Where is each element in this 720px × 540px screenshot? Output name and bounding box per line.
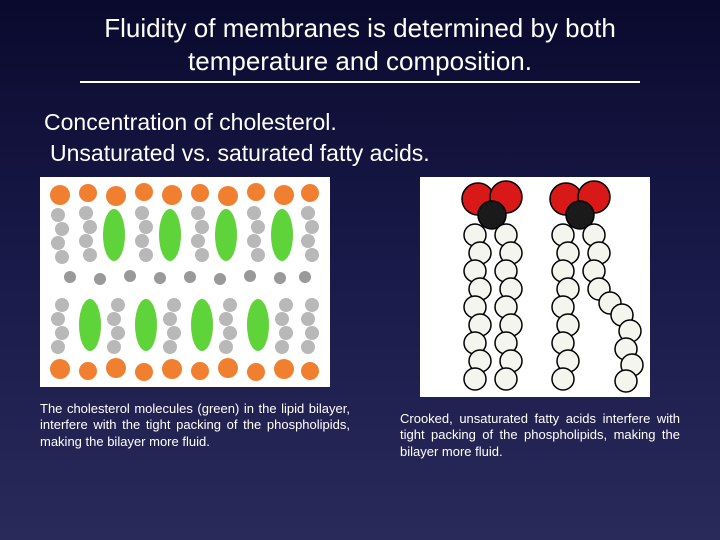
- fatty-acid-svg: [420, 177, 650, 397]
- bilayer-svg: [40, 177, 330, 387]
- title-line-1: Fluidity of membranes is determined by b…: [104, 13, 616, 43]
- subtitle-line-1: Concentration of cholesterol.: [44, 107, 680, 138]
- figure-column-left: The cholesterol molecules (green) in the…: [40, 177, 350, 450]
- slide-title: Fluidity of membranes is determined by b…: [40, 12, 680, 77]
- figure-column-right: Crooked, unsaturated fatty acids interfe…: [400, 177, 680, 460]
- subtitle: Concentration of cholesterol. Unsaturate…: [44, 107, 680, 169]
- slide: Fluidity of membranes is determined by b…: [0, 0, 720, 540]
- caption-right: Crooked, unsaturated fatty acids interfe…: [400, 411, 680, 460]
- figures-row: The cholesterol molecules (green) in the…: [40, 177, 680, 460]
- title-line-2: temperature and composition.: [188, 46, 532, 76]
- cholesterol-bilayer-image: [40, 177, 330, 387]
- subtitle-line-2: Unsaturated vs. saturated fatty acids.: [50, 138, 680, 169]
- fatty-acid-image: [420, 177, 650, 397]
- title-underline: [80, 81, 640, 83]
- caption-left: The cholesterol molecules (green) in the…: [40, 401, 350, 450]
